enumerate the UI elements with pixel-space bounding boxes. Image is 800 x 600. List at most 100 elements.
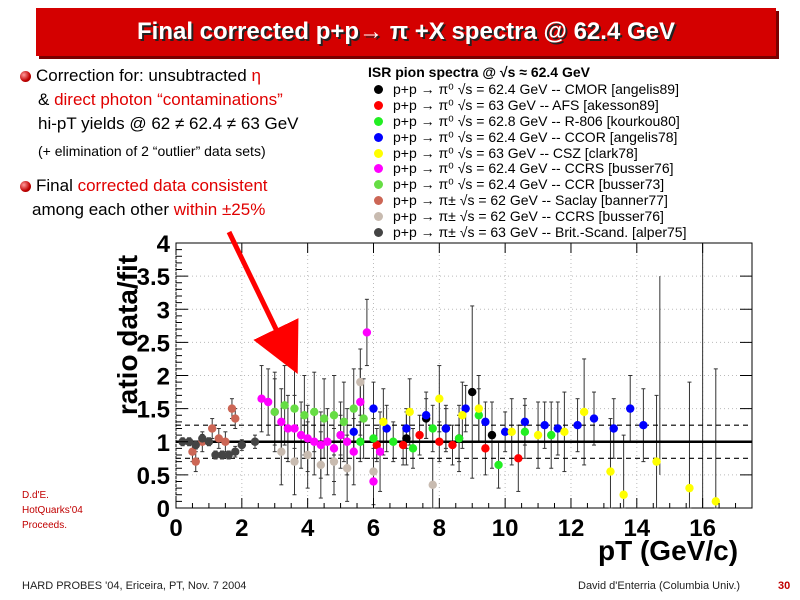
data-point [296,430,306,440]
legend-entry: p+p → π⁰ √s = 62.4 GeV -- CMOR [angelis8… [364,81,774,98]
y-tick-label: 3.5 [137,264,170,291]
data-point [428,480,437,490]
legend-entry: p+p → π⁰ √s = 63 GeV -- CSZ [clark78] [364,145,774,161]
data-point [362,328,372,337]
x-tick-label: 14 [623,515,650,542]
x-tick-label: 6 [367,515,380,542]
data-point [402,424,411,433]
bullet-1-line-1: Correction for: unsubtracted η [36,66,261,86]
data-point [458,411,467,420]
footer-right: David d'Enterria (Columbia Univ.) [578,580,741,592]
data-point [639,420,648,430]
legend-entry: p+p → π⁰ √s = 62.4 GeV -- CCOR [angelis7… [364,129,774,145]
legend-label: p+p → π± √s = 62 GeV -- Saclay [banner77… [393,192,668,209]
bullet-text: Final [36,176,78,195]
data-point [231,414,240,423]
y-tick-label: 1 [157,430,170,457]
bullet-text: Correction for: unsubtracted [36,66,252,85]
data-point [461,404,470,413]
data-point [211,450,220,460]
data-point [280,401,289,410]
data-point [323,437,332,446]
data-point [379,417,388,427]
data-point [369,477,378,486]
data-point [372,440,381,450]
data-point [349,447,358,456]
y-tick-label: 1.5 [137,397,170,424]
data-point [188,447,197,456]
data-point [428,424,437,433]
data-point [339,417,349,427]
x-tick-label: 0 [169,515,182,542]
data-point [257,394,266,403]
page-number: 30 [778,580,791,592]
data-point [349,404,358,413]
data-point [369,404,378,413]
bullet-highlight: corrected data consistent [77,176,268,195]
data-point [369,434,378,443]
data-point [573,420,582,430]
legend-label: p+p → π⁰ √s = 62.8 GeV -- R-806 [kourkou… [393,113,680,129]
legend-marker-icon [374,195,383,205]
data-point [626,404,635,413]
bullet-highlight: direct photon “contaminations” [54,90,283,109]
bullet-highlight: within ±25% [173,200,266,219]
x-tick-label: 4 [301,515,315,542]
credit-line: HotQuarks'04 [22,505,83,516]
data-point [389,437,398,446]
data-point [303,450,312,460]
data-point [481,444,490,453]
footer-left: HARD PROBES '04, Ericeira, PT, Nov. 7 20… [22,580,247,592]
bullet-icon [20,181,31,192]
legend-label: p+p → π⁰ √s = 62.4 GeV -- CCOR [angelis7… [393,128,678,145]
chart-legend: ISR pion spectra @ √s ≈ 62.4 GeV p+p → π… [364,64,774,240]
legend-entry: p+p → π± √s = 62 GeV -- Saclay [banner77… [364,192,774,209]
legend-marker-icon [374,132,383,142]
legend-entry: p+p → π⁰ √s = 63 GeV -- AFS [akesson89] [364,97,774,114]
x-tick-label: 12 [558,515,585,542]
data-point [454,434,464,443]
data-point [204,437,214,446]
data-point [316,460,326,470]
x-axis-label: pT (GeV/c) [598,535,739,566]
data-point [277,447,286,456]
data-point [435,437,444,446]
data-point [533,430,543,440]
data-point [316,440,326,450]
data-point [191,440,200,450]
data-point [224,450,233,460]
legend-marker-icon [374,180,383,190]
legend-marker-icon [374,85,383,95]
data-point [319,414,329,423]
data-point [540,420,549,430]
data-point [685,483,694,493]
legend-label: p+p → π⁰ √s = 62.4 GeV -- CMOR [angelis8… [393,81,679,98]
legend-entry: p+p → π± √s = 62 GeV -- CCRS [busser76] [364,208,774,224]
data-point [474,404,484,413]
bullet-highlight: η [251,66,261,85]
data-point [191,457,200,466]
data-point [520,417,530,427]
data-point [217,450,227,460]
data-point [303,434,312,443]
legend-marker-icon [374,211,383,221]
bullet-1-line-3: hi-pT yields @ 62 ≠ 62.4 ≠ 63 GeV [38,114,299,133]
legend-title: ISR pion spectra @ √s ≈ 62.4 GeV [368,64,590,80]
arrow-annotation [226,230,299,375]
y-tick-label: 3 [157,297,170,324]
data-point [237,440,247,450]
data-point [441,424,451,433]
data-point [359,414,368,423]
bullet-text: among each other [32,200,174,219]
bullet-text: & [38,90,55,109]
legend-entry: p+p → π⁰ √s = 62.4 GeV -- CCR [busser73] [364,176,774,193]
data-point [520,427,530,437]
data-point [290,424,299,433]
data-point [290,457,299,466]
data-point [349,427,358,437]
bullet-2-line-2: among each other within ±25% [32,200,265,220]
data-point [310,437,319,446]
data-point [481,417,490,427]
data-point [711,497,720,506]
